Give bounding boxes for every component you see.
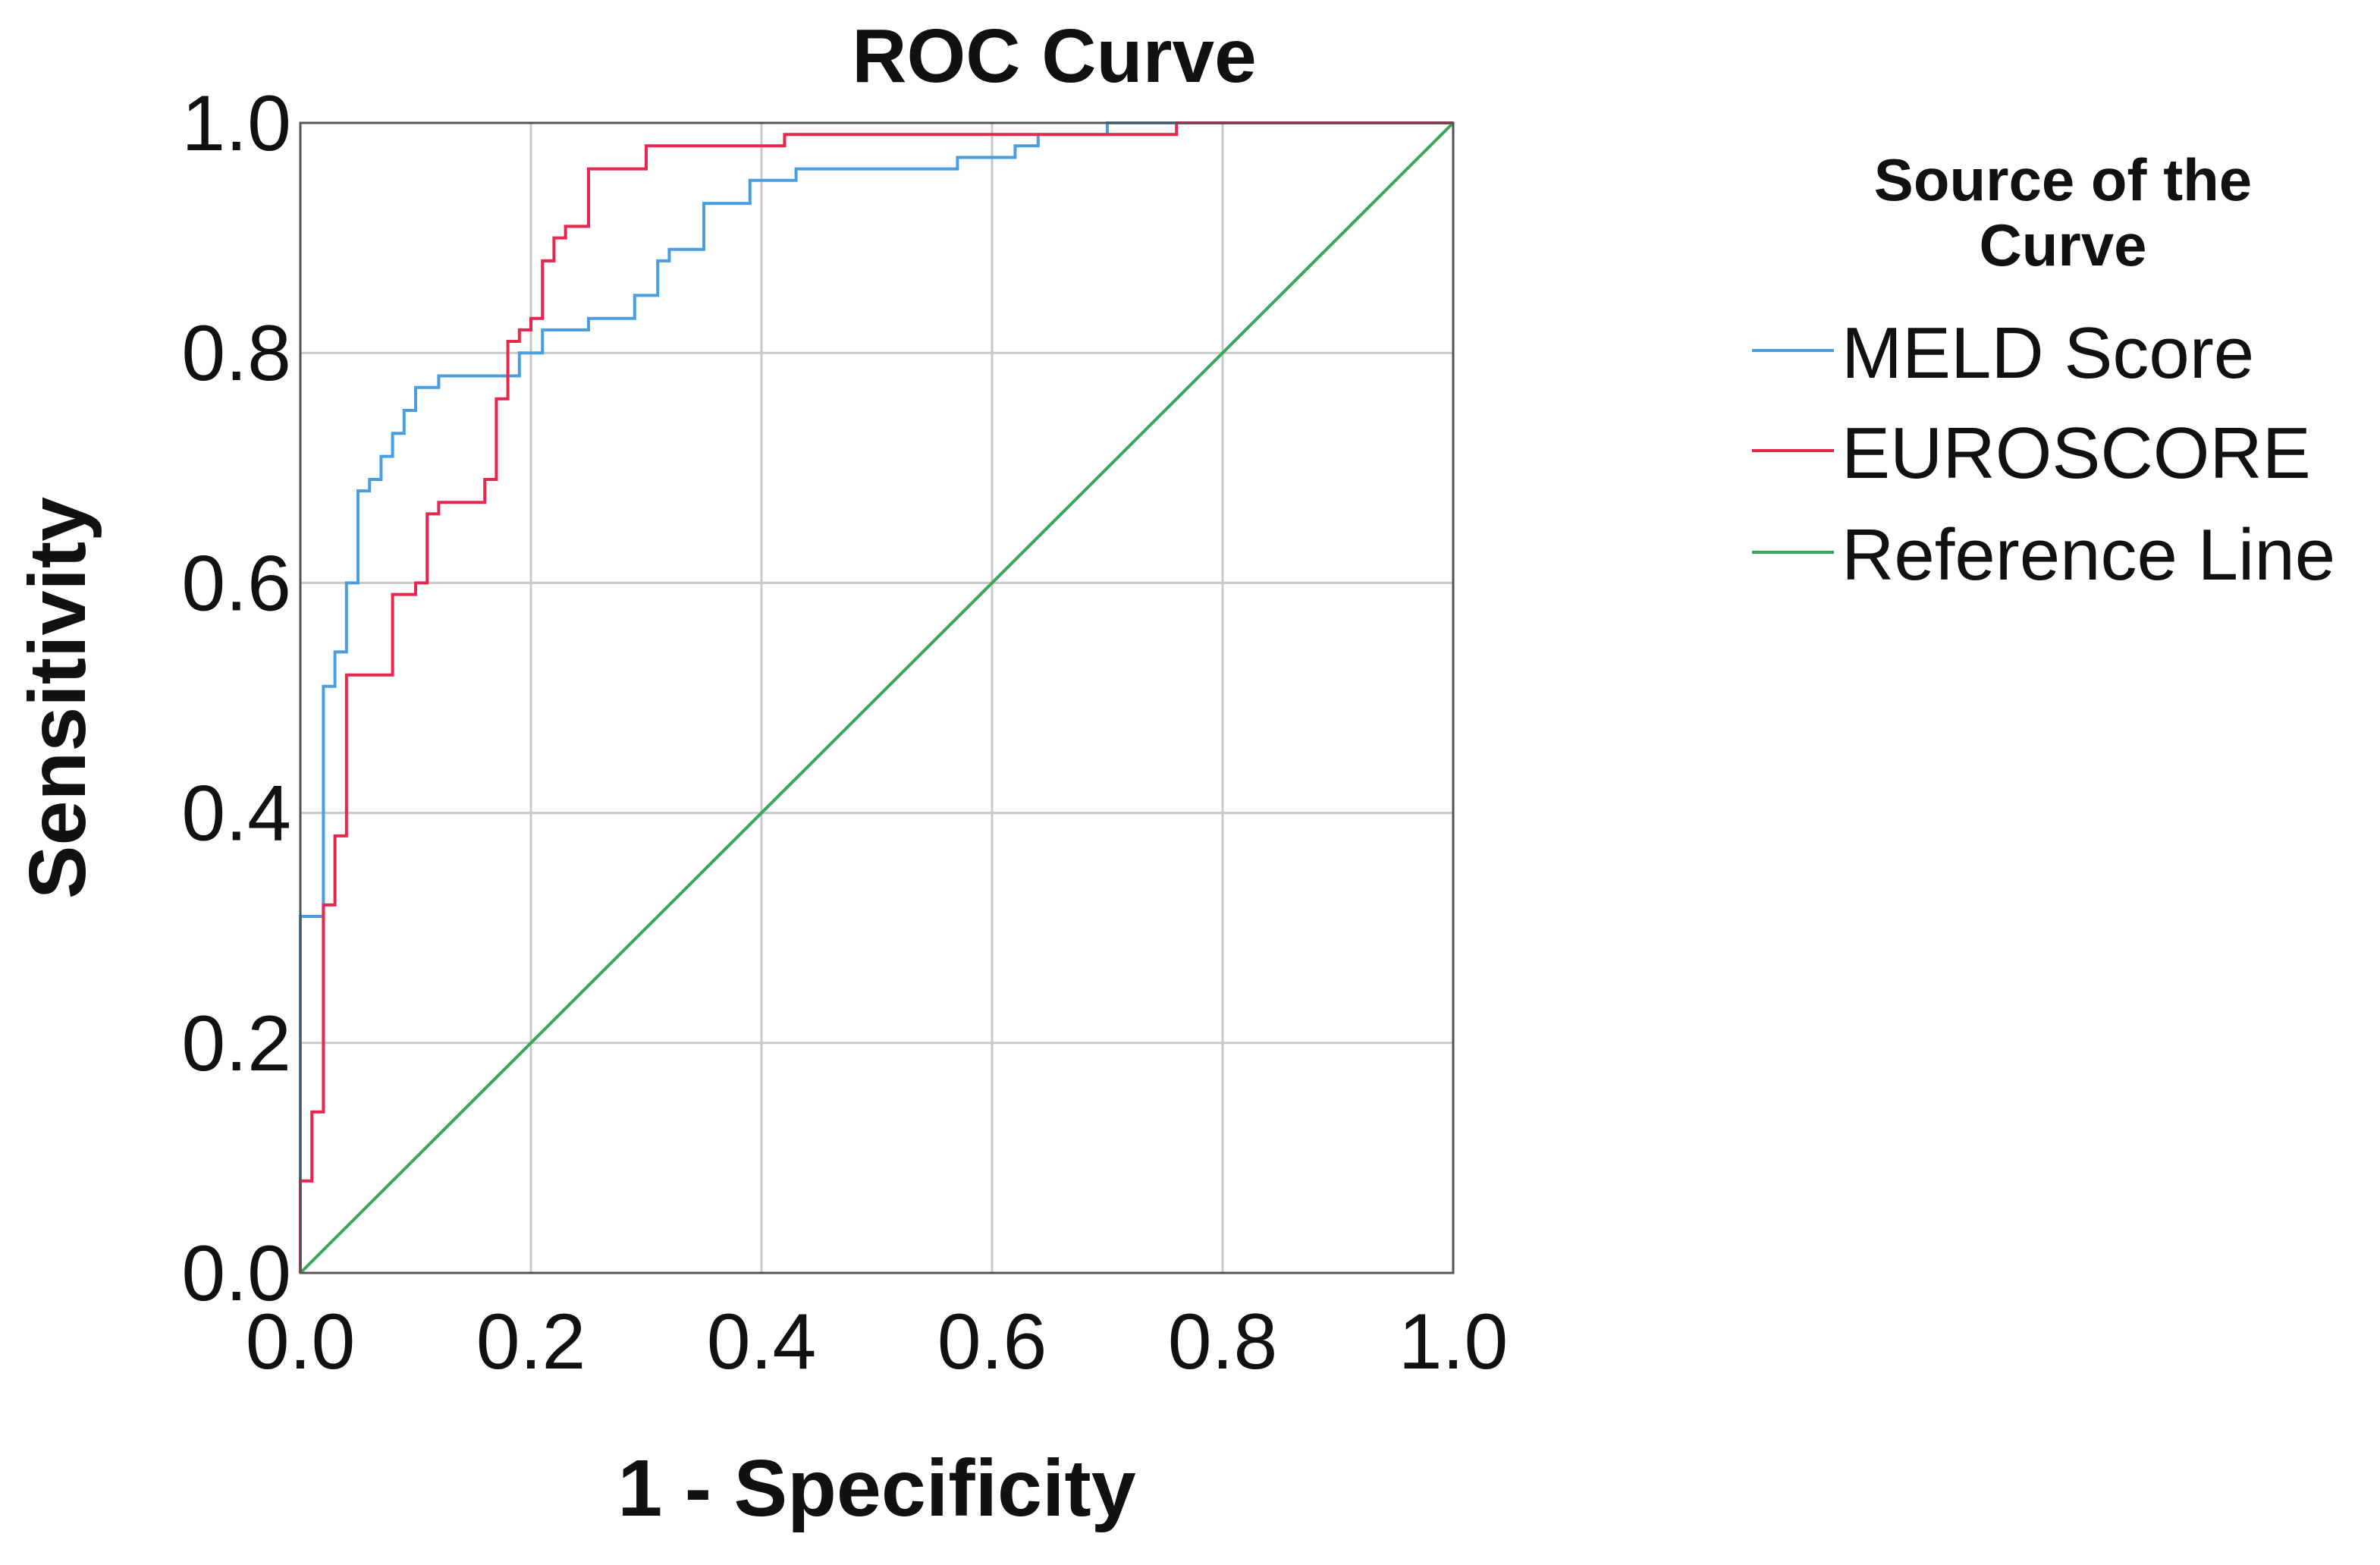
grid [300,123,1453,1273]
plot-frame [299,121,1455,1274]
x-tick-label: 0.0 [246,1298,356,1386]
y-tick-label: 1.0 [181,80,291,168]
y-tick-label: 0.8 [181,310,291,398]
legend-label-meld-score: MELD Score [1842,313,2254,394]
x-axis-label: 1 - Specificity [617,1444,1135,1533]
tick-labels: 0.0 0.2 0.4 0.6 0.8 1.0 0.0 0.2 0.4 0.6 0.8 1.0 [181,80,1508,1386]
x-tick-label: 1.0 [1399,1298,1509,1386]
legend-label-reference-line: Reference Line [1842,514,2335,596]
series-line-meld-score [299,121,1453,1273]
series-line-reference-line [299,121,1455,1274]
legend-label-euroscore: EUROSCORE [1842,413,2311,494]
x-tick-label: 0.2 [476,1298,586,1386]
y-tick-label: 0.4 [181,770,291,858]
chart-title: ROC Curve [852,14,1256,99]
y-tick-label: 0.2 [181,1000,291,1088]
series-group [299,121,1455,1274]
y-tick-label: 0.6 [181,539,291,627]
x-tick-label: 0.8 [1168,1298,1278,1386]
series-line-euroscore [299,121,1453,1273]
x-tick-label: 0.4 [707,1298,817,1386]
y-axis-label: Sensitivity [13,497,102,899]
x-tick-label: 0.6 [937,1298,1047,1386]
legend-title: Source of the [1874,146,2252,213]
y-tick-label: 0.0 [181,1230,291,1318]
legend-title: Curve [1979,212,2146,278]
